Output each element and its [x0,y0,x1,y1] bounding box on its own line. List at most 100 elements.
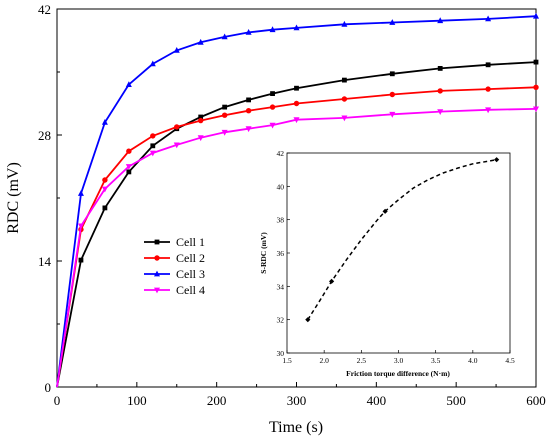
inset-y-tick-label: 32 [277,316,285,325]
data-point [126,169,132,175]
data-point [173,47,180,53]
data-point [341,20,348,27]
main-series-group [56,12,539,388]
data-point [293,100,300,107]
data-point [222,104,228,110]
data-point [221,112,228,118]
data-point [341,96,348,102]
x-tick-label: 100 [127,393,147,408]
data-point [77,190,84,196]
data-point [101,119,108,125]
x-tick-label: 400 [367,393,387,408]
data-point [533,84,539,91]
legend: Cell 1 Cell 2 Cell 3 Cell 4 [144,235,205,297]
data-point [197,38,204,45]
main-axis-ticks: 0 100 200 300 400 500 600 0 14 28 42 [38,2,546,408]
main-chart: 0 100 200 300 400 500 600 0 14 28 42 Time (s) RDC … [5,2,546,436]
series-4 [56,106,539,388]
data-point [437,88,443,94]
data-point [437,17,444,24]
data-point [125,164,132,170]
inset-x-axis-title: Friction torque difference (N·m) [346,369,450,378]
data-point [149,60,156,67]
inset-x-tick-label: 2.0 [319,356,329,365]
data-point [485,15,492,22]
inset-y-axis-title: S-RDC (mV) [259,232,268,274]
data-point [269,122,276,129]
inset-x-tick-label: 2.5 [357,356,367,365]
data-point [341,115,348,122]
data-point [389,91,395,98]
inset-x-tick-label: 3.5 [431,356,441,365]
data-point [269,26,276,33]
data-point [269,104,276,110]
inset-x-tick-label: 4.5 [505,356,515,365]
data-point [389,19,396,25]
data-point [150,143,156,149]
data-point [294,85,299,91]
inset-x-tick-label: 4.0 [468,356,478,365]
series-line [56,15,537,388]
data-point [174,124,180,130]
legend-label: Cell 4 [176,283,205,297]
x-tick-label: 0 [54,393,61,408]
data-point [533,59,539,65]
x-tick-label: 200 [207,393,227,408]
y-tick-label: 14 [38,254,52,269]
legend-marker [154,239,160,245]
data-point [342,77,347,83]
data-point [125,81,132,87]
inset-y-tick-label: 30 [277,349,285,358]
data-point [293,117,300,124]
main-y-axis-title: RDC (mV) [5,162,22,234]
inset-x-tick-label: 1.5 [282,356,292,365]
inset-data-point [329,278,335,284]
data-point [198,117,204,124]
inset-data-point [382,208,388,214]
data-point [77,223,84,230]
inset-y-tick-label: 40 [277,182,285,191]
data-point [102,177,108,183]
data-point [102,205,108,211]
data-point [437,66,443,71]
legend-marker [154,270,160,277]
legend-marker [154,287,160,294]
inset-series-group [305,157,500,323]
data-point [293,24,300,31]
series-3 [56,12,539,388]
data-point [173,142,180,149]
inset-data-point [305,317,311,323]
data-point [245,108,252,114]
main-x-axis-title: Time (s) [269,419,323,436]
data-point [150,133,156,139]
data-point [485,107,492,114]
data-point [245,126,252,133]
inset-chart: 1.5 2.0 2.5 3.0 3.5 4.0 4.5 30 32 34 36 38 40 42 Fric… [259,149,515,378]
x-tick-label: 300 [287,393,307,408]
data-point [149,150,156,157]
series-2 [56,84,539,388]
series-line [56,86,537,388]
series-line [56,108,537,388]
legend-label: Cell 1 [176,235,205,249]
inset-data-point [494,157,500,163]
data-point [485,62,491,68]
x-tick-label: 600 [526,393,546,408]
series-line [56,61,537,388]
data-point [221,129,228,136]
data-point [533,12,539,19]
data-point [198,114,204,120]
data-point [126,148,132,154]
data-point [245,29,252,35]
inset-y-tick-label: 34 [277,282,285,291]
y-tick-label: 42 [38,2,51,17]
y-tick-label: 0 [45,380,52,395]
legend-marker [154,255,160,261]
inset-y-tick-label: 38 [277,216,285,225]
inset-plot-frame [286,152,511,354]
data-point [437,109,444,115]
inset-x-tick-label: 3.0 [394,356,404,365]
data-point [246,97,251,103]
data-point [389,111,396,118]
